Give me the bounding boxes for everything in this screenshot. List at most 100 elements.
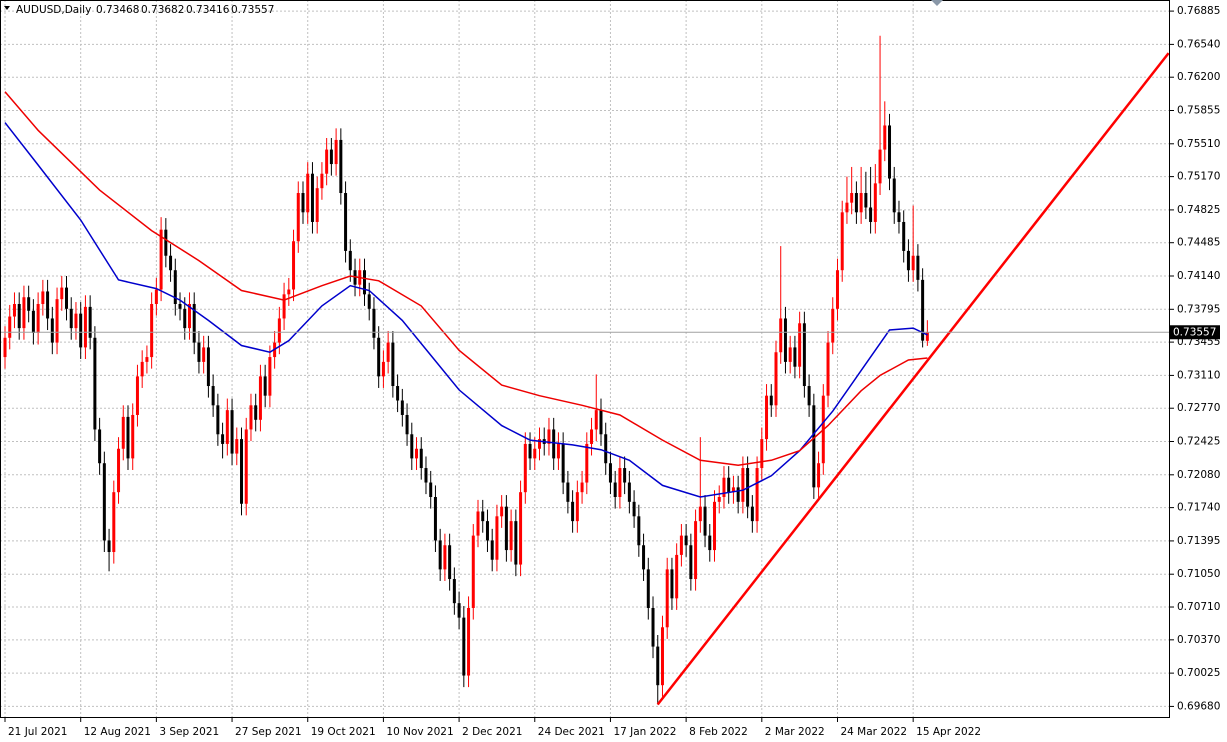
candle-body (419, 448, 423, 469)
candle-body (594, 410, 598, 430)
candle-body (694, 521, 698, 580)
candle-body (632, 501, 636, 517)
x-tick-label: 2 Mar 2022 (765, 726, 825, 738)
candle-body (627, 482, 631, 502)
plot-frame (0, 0, 1170, 718)
y-tick-label: 0.74140 (1177, 270, 1220, 282)
candle-body (793, 347, 797, 367)
candle-body (344, 193, 348, 251)
x-tick-label: 19 Oct 2021 (311, 726, 376, 738)
candle-body (519, 492, 523, 565)
candle-body (646, 569, 650, 608)
candle-body (254, 405, 258, 420)
price-label-box (1170, 325, 1220, 340)
candle-body (599, 410, 603, 435)
candle-body (310, 173, 314, 222)
candle-body (911, 255, 915, 271)
ohlc-close: 0.73557 (231, 4, 274, 16)
candle-body (183, 308, 187, 329)
menu-arrow[interactable] (4, 6, 10, 10)
y-tick-label: 0.76885 (1177, 5, 1220, 17)
candle-body (325, 149, 329, 174)
candle-body (235, 439, 239, 454)
candle-body (765, 395, 769, 440)
marks (0, 35, 1170, 706)
candle-body (556, 443, 560, 459)
trend-line (656, 52, 1170, 706)
candle-body (892, 178, 896, 213)
candle-body (448, 545, 452, 580)
candle-body (438, 540, 442, 570)
x-tick-label: 24 Mar 2022 (840, 726, 907, 738)
candle-body (727, 477, 731, 493)
candle-body (566, 482, 570, 502)
candle-body (405, 414, 409, 435)
candle-body (708, 535, 712, 551)
y-tick-label: 0.73795 (1177, 303, 1220, 315)
candle-body (575, 492, 579, 522)
candle-body (656, 646, 660, 686)
candle-body (287, 289, 291, 295)
candle-body (240, 439, 244, 504)
ohlc-open: 0.73468 (96, 4, 139, 16)
candle-body (292, 241, 296, 290)
candle-body (798, 323, 802, 367)
candle-body (675, 554, 679, 599)
shift-marker[interactable] (931, 0, 943, 6)
candle-body (826, 342, 830, 396)
candle-body (642, 545, 646, 570)
candle-body (334, 139, 338, 165)
candle-body (206, 347, 210, 387)
y-tick-label: 0.72425 (1177, 436, 1220, 448)
candle-body (850, 193, 854, 203)
candle-body (457, 603, 461, 618)
candle-body (561, 443, 565, 483)
candle-body (306, 173, 310, 213)
candle-body (429, 482, 433, 498)
candle-body (121, 416, 125, 449)
candle-body (249, 405, 253, 430)
candle-body (98, 429, 102, 464)
candle-body (46, 291, 50, 319)
x-tick-label: 10 Nov 2021 (386, 726, 453, 738)
candle-body (755, 468, 759, 522)
candle-body (372, 308, 376, 338)
candle-body (36, 303, 40, 333)
candle-body (60, 287, 64, 300)
candle-body (3, 337, 7, 358)
candle-body (329, 149, 333, 165)
y-tick-label: 0.71395 (1177, 535, 1220, 547)
candle-body (452, 579, 456, 604)
candle-body (159, 229, 163, 290)
candle-body (173, 270, 177, 304)
candle-body (145, 357, 149, 362)
candle-body (263, 376, 267, 396)
candle-body (65, 287, 69, 309)
candle-body (230, 410, 234, 454)
y-tick-label: 0.74825 (1177, 204, 1220, 216)
candle-body (869, 207, 873, 222)
candle-body (679, 535, 683, 555)
candle-body (221, 434, 225, 444)
candle-body (788, 347, 792, 362)
candle-body (802, 323, 806, 387)
candle-body (301, 193, 305, 213)
candle-body (117, 448, 121, 493)
y-tick-label: 0.70710 (1177, 601, 1220, 613)
candle-body (660, 627, 664, 686)
candle-body (883, 125, 887, 150)
candle-body (921, 279, 925, 341)
candle-body (750, 506, 754, 522)
candle-body (476, 511, 480, 536)
candle-body (315, 188, 319, 222)
candle-body (490, 540, 494, 560)
candle-body (282, 294, 286, 319)
candle-body (268, 357, 272, 396)
candle-body (178, 303, 182, 309)
candle-body (873, 183, 877, 222)
candle-body (665, 569, 669, 628)
candle-body (812, 405, 816, 488)
x-tick-label: 2 Dec 2021 (462, 726, 522, 738)
candle-body (433, 497, 437, 541)
candle-body (528, 443, 532, 459)
